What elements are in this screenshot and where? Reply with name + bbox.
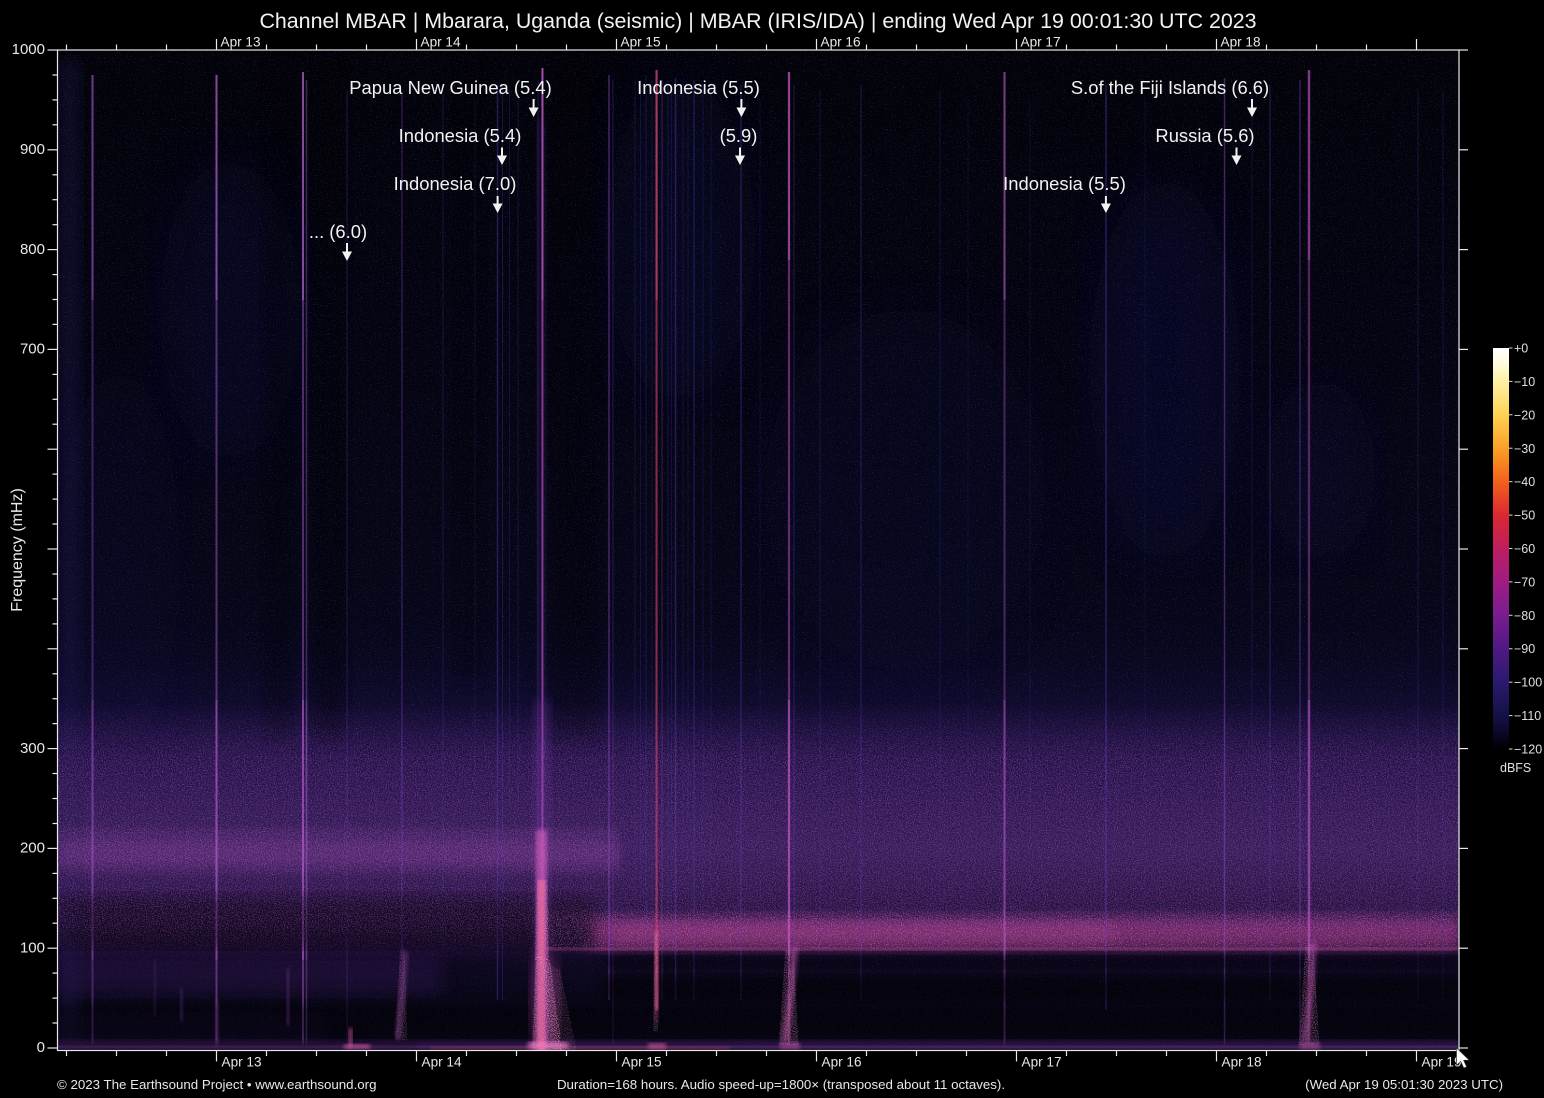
- svg-text:−120: −120: [1514, 743, 1542, 757]
- svg-text:Apr 19: Apr 19: [1422, 1055, 1462, 1070]
- svg-text:−90: −90: [1514, 642, 1535, 656]
- svg-text:Apr 13: Apr 13: [221, 35, 261, 50]
- svg-text:800: 800: [20, 241, 45, 258]
- svg-text:100: 100: [20, 939, 45, 956]
- svg-text:1000: 1000: [12, 41, 45, 58]
- svg-text:−10: −10: [1514, 375, 1535, 389]
- svg-text:Apr 15: Apr 15: [621, 35, 661, 50]
- svg-text:−60: −60: [1514, 542, 1535, 556]
- svg-text:0: 0: [37, 1039, 45, 1056]
- svg-text:Apr 13: Apr 13: [222, 1055, 262, 1070]
- svg-text:−80: −80: [1514, 609, 1535, 623]
- svg-text:−50: −50: [1514, 509, 1535, 523]
- svg-text:+0: +0: [1514, 342, 1528, 356]
- svg-text:Apr 16: Apr 16: [822, 1055, 862, 1070]
- svg-text:Apr 15: Apr 15: [622, 1055, 662, 1070]
- svg-text:Apr 17: Apr 17: [1022, 1055, 1062, 1070]
- svg-text:Apr 18: Apr 18: [1221, 35, 1261, 50]
- svg-text:−100: −100: [1514, 676, 1542, 690]
- svg-text:700: 700: [20, 341, 45, 358]
- svg-text:Apr 16: Apr 16: [821, 35, 861, 50]
- svg-text:Indonesia (5.5): Indonesia (5.5): [1003, 173, 1126, 194]
- svg-text:Indonesia (5.4): Indonesia (5.4): [399, 125, 522, 146]
- svg-text:Apr 17: Apr 17: [1021, 35, 1061, 50]
- svg-text:−20: −20: [1514, 408, 1535, 422]
- svg-text:−70: −70: [1514, 575, 1535, 589]
- svg-text:−40: −40: [1514, 475, 1535, 489]
- svg-text:Frequency (mHz): Frequency (mHz): [9, 488, 26, 612]
- svg-text:Apr 18: Apr 18: [1222, 1055, 1262, 1070]
- svg-text:(5.9): (5.9): [720, 125, 758, 146]
- svg-text:−110: −110: [1514, 709, 1541, 723]
- svg-text:900: 900: [20, 141, 45, 158]
- svg-text:Apr 14: Apr 14: [422, 1055, 462, 1070]
- svg-text:200: 200: [20, 840, 45, 857]
- svg-text:... (6.0): ... (6.0): [309, 221, 367, 242]
- svg-text:Indonesia (5.5): Indonesia (5.5): [637, 77, 760, 98]
- svg-text:dBFS: dBFS: [1500, 761, 1531, 775]
- svg-text:(Wed Apr 19 05:01:30 2023 UTC): (Wed Apr 19 05:01:30 2023 UTC): [1305, 1077, 1503, 1092]
- svg-text:−30: −30: [1514, 442, 1535, 456]
- svg-text:Duration=168 hours. Audio spee: Duration=168 hours. Audio speed-up=1800×…: [557, 1077, 1005, 1092]
- svg-text:Indonesia (7.0): Indonesia (7.0): [394, 173, 517, 194]
- svg-text:Apr 14: Apr 14: [421, 35, 461, 50]
- svg-text:300: 300: [20, 740, 45, 757]
- svg-text:© 2023 The Earthsound Project: © 2023 The Earthsound Project • www.eart…: [57, 1077, 376, 1092]
- svg-text:Channel MBAR | Mbarara, Uganda: Channel MBAR | Mbarara, Uganda (seismic)…: [259, 9, 1256, 33]
- svg-text:Russia (5.6): Russia (5.6): [1155, 125, 1254, 146]
- svg-text:S.of the Fiji Islands (6.6): S.of the Fiji Islands (6.6): [1071, 77, 1269, 98]
- svg-text:Papua New Guinea (5.4): Papua New Guinea (5.4): [349, 77, 551, 98]
